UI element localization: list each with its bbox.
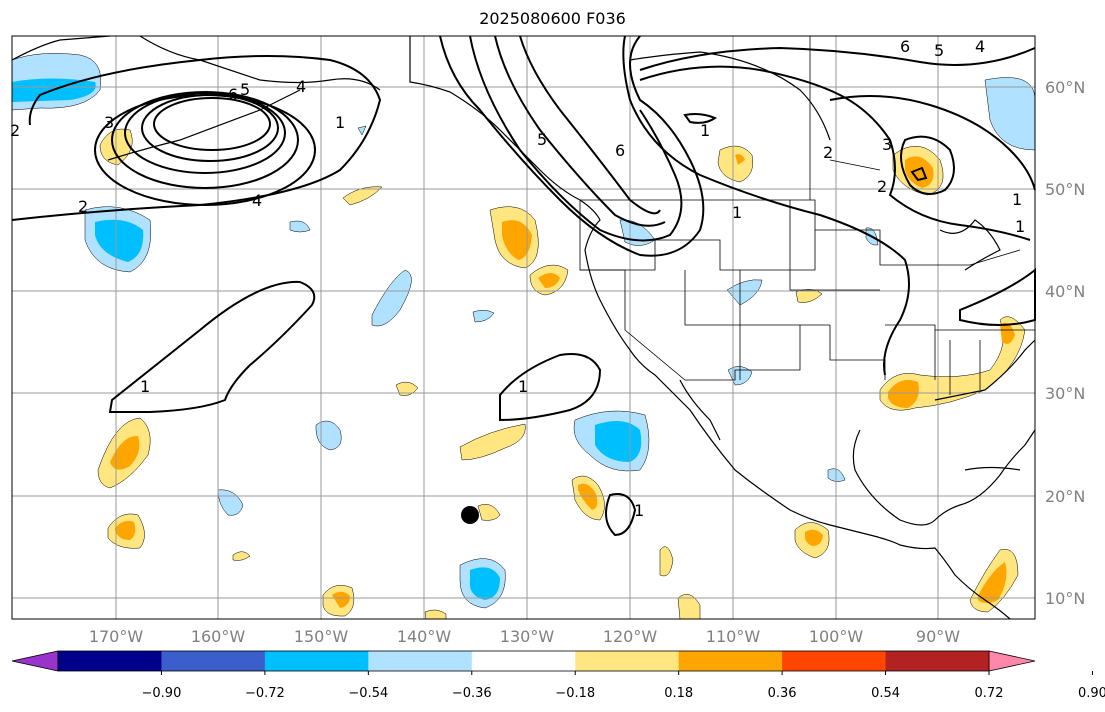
contour-label: 2	[877, 177, 887, 196]
lon-label: 90°W	[916, 627, 960, 646]
contour-label: 4	[296, 77, 306, 96]
contour-label: 3	[104, 113, 114, 132]
lat-label: 30°N	[1045, 384, 1085, 403]
map-background	[12, 36, 1035, 619]
colorbar-tick-label: 0.90	[1078, 686, 1105, 701]
lon-label: 170°W	[89, 627, 144, 646]
contour-label: 2	[10, 121, 20, 140]
colorbar-tick-label: 0.36	[768, 686, 797, 701]
map-frame	[11, 35, 1036, 620]
colorbar-segment	[161, 651, 266, 671]
colorbar-tick-label: 0.54	[871, 686, 900, 701]
contour-lines	[11, 35, 1036, 537]
colorbar-tick-label: −0.36	[452, 686, 492, 701]
colorbar-segment	[368, 651, 473, 671]
contour-label: 4	[975, 37, 985, 56]
lat-label: 50°N	[1045, 180, 1085, 199]
colorbar-segment	[678, 651, 783, 671]
location-marker	[461, 506, 479, 524]
colorbar-extend-low	[11, 650, 59, 672]
contour-label: 5	[934, 41, 944, 60]
colorbar-extend-high	[988, 650, 1036, 672]
contour-label: 1	[700, 121, 710, 140]
contour-label: 1	[140, 377, 150, 396]
contour-label: 3	[882, 135, 892, 154]
contour-labels: 6 5 4 3 2 1 4 2 1 1 1 5 6 1 2 1 6 5 4 3 …	[10, 37, 1025, 520]
colorbar-tick-label: −0.72	[245, 686, 285, 701]
contour-label: 6	[228, 85, 238, 104]
lat-label: 20°N	[1045, 487, 1085, 506]
contour-label: 5	[537, 130, 547, 149]
lon-label: 160°W	[191, 627, 246, 646]
colorbar-tick-label: −0.18	[555, 686, 595, 701]
contour-label: 1	[634, 501, 644, 520]
colorbar-segment	[471, 651, 576, 671]
colorbar-tick-label: 0.18	[664, 686, 693, 701]
lat-label: 60°N	[1045, 78, 1085, 97]
lat-label: 40°N	[1045, 282, 1085, 301]
graticule	[12, 36, 1035, 619]
lon-label: 140°W	[397, 627, 452, 646]
contour-label: 1	[732, 203, 742, 222]
lon-label: 130°W	[500, 627, 555, 646]
longitude-labels: 170°W 160°W 150°W 140°W 130°W 120°W 110°…	[89, 627, 960, 646]
colorbar-segment	[575, 651, 680, 671]
contour-label: 4	[252, 191, 262, 210]
contour-label: 1	[1012, 190, 1022, 209]
latitude-labels: 60°N 50°N 40°N 30°N 20°N 10°N	[1045, 78, 1085, 608]
colorbar-tick-label: 0.72	[975, 686, 1004, 701]
lon-label: 150°W	[294, 627, 349, 646]
lon-label: 100°W	[809, 627, 864, 646]
colorbar-frame	[57, 650, 990, 672]
lon-label: 120°W	[603, 627, 658, 646]
contour-label: 5	[240, 80, 250, 99]
lon-label: 110°W	[706, 627, 761, 646]
contour-label: 2	[823, 143, 833, 162]
colorbar-segment	[58, 651, 162, 671]
contour-label: 6	[615, 141, 625, 160]
lat-label: 10°N	[1045, 589, 1085, 608]
colorbar: −0.90 −0.72 −0.54 −0.36 −0.18 0.18 0.36 0.54 0.7…	[11, 650, 1105, 701]
coastlines	[11, 35, 1036, 620]
colorbar-segment	[885, 651, 990, 671]
colorbar-segment	[782, 651, 887, 671]
contour-label: 1	[335, 113, 345, 132]
political-borders	[579, 36, 1035, 395]
chart-title: 2025080600 F036	[479, 9, 626, 28]
colorbar-tick-label: −0.54	[348, 686, 388, 701]
colorbar-tick-label: −0.90	[142, 686, 182, 701]
contour-label: 1	[518, 377, 528, 396]
contour-label: 6	[900, 37, 910, 56]
contour-label: 2	[78, 197, 88, 216]
contour-label: 1	[1015, 217, 1025, 236]
colorbar-segment	[264, 651, 369, 671]
